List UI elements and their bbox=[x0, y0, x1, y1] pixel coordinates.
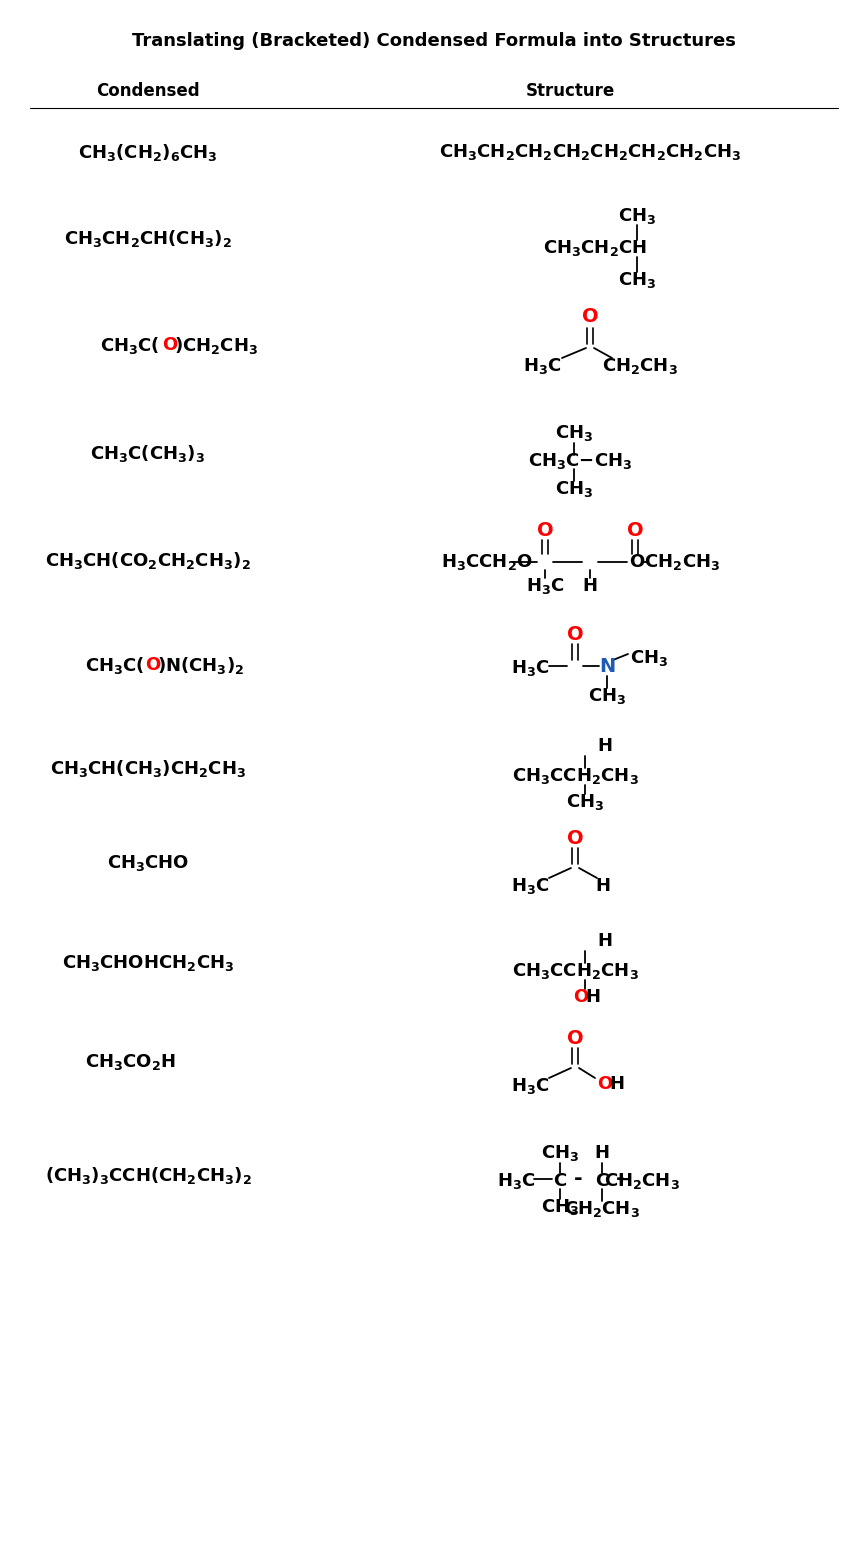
Text: $\mathbf{CH_3}$: $\mathbf{CH_3}$ bbox=[630, 648, 668, 668]
Text: O: O bbox=[574, 988, 589, 1007]
Text: $\mathbf{CH_3}$: $\mathbf{CH_3}$ bbox=[541, 1143, 579, 1163]
Text: $\mathbf{(CH_3)_3CCH(CH_2CH_3)_2}$: $\mathbf{(CH_3)_3CCH(CH_2CH_3)_2}$ bbox=[44, 1165, 252, 1185]
Text: $\mathbf{H_3C}$: $\mathbf{H_3C}$ bbox=[523, 356, 562, 376]
Text: Condensed: Condensed bbox=[96, 82, 200, 100]
Text: -: - bbox=[615, 1170, 624, 1189]
Text: $\mathbf{CH_3}$: $\mathbf{CH_3}$ bbox=[566, 792, 604, 812]
Text: $\mathbf{CH_3}$: $\mathbf{CH_3}$ bbox=[541, 1196, 579, 1217]
Text: $\mathbf{CH_3C(}$: $\mathbf{CH_3C(}$ bbox=[85, 654, 145, 676]
Text: $\mathbf{CH_3CH_2CH}$: $\mathbf{CH_3CH_2CH}$ bbox=[543, 238, 647, 259]
Text: H: H bbox=[595, 1145, 609, 1162]
Text: $\mathbf{H_3C}$: $\mathbf{H_3C}$ bbox=[510, 659, 549, 677]
Text: $\mathbf{H_3C}$: $\mathbf{H_3C}$ bbox=[510, 877, 549, 895]
Text: H: H bbox=[595, 877, 610, 895]
Text: H: H bbox=[597, 931, 613, 950]
Text: $\mathbf{OCH_2CH_3}$: $\mathbf{OCH_2CH_3}$ bbox=[629, 552, 720, 572]
Text: C: C bbox=[554, 1171, 567, 1190]
Text: $\mathbf{CH_3}$: $\mathbf{CH_3}$ bbox=[618, 205, 656, 226]
Text: H: H bbox=[582, 577, 597, 594]
Text: H: H bbox=[597, 737, 613, 756]
Text: $\mathbf{CH_3}$: $\mathbf{CH_3}$ bbox=[618, 270, 656, 290]
Text: H: H bbox=[609, 1076, 624, 1093]
Text: O: O bbox=[597, 1076, 612, 1093]
Text: O: O bbox=[567, 828, 583, 847]
Text: $\mathbf{CH_3CHOHCH_2CH_3}$: $\mathbf{CH_3CHOHCH_2CH_3}$ bbox=[62, 953, 234, 974]
Text: $\mathbf{)CH_2CH_3}$: $\mathbf{)CH_2CH_3}$ bbox=[174, 334, 258, 356]
Text: $\mathbf{CH_3CH(CO_2CH_2CH_3)_2}$: $\mathbf{CH_3CH(CO_2CH_2CH_3)_2}$ bbox=[45, 549, 251, 571]
Text: $\mathbf{H_3C}$: $\mathbf{H_3C}$ bbox=[496, 1171, 536, 1192]
Text: $\mathbf{CH_2CH_3}$: $\mathbf{CH_2CH_3}$ bbox=[564, 1200, 640, 1218]
Text: $\mathbf{CH_3}$: $\mathbf{CH_3}$ bbox=[588, 687, 626, 706]
Text: $\mathbf{H_3CCH_2O}$: $\mathbf{H_3CCH_2O}$ bbox=[441, 552, 533, 572]
Text: O: O bbox=[536, 521, 553, 539]
Text: $\mathbf{CH_3CCH_2CH_3}$: $\mathbf{CH_3CCH_2CH_3}$ bbox=[511, 767, 639, 786]
Text: $\mathbf{CH_3CH(CH_3)CH_2CH_3}$: $\mathbf{CH_3CH(CH_3)CH_2CH_3}$ bbox=[50, 757, 246, 778]
Text: C: C bbox=[595, 1171, 608, 1190]
Text: N: N bbox=[599, 657, 615, 676]
Text: $\mathbf{CH_3(CH_2)_6CH_3}$: $\mathbf{CH_3(CH_2)_6CH_3}$ bbox=[78, 141, 218, 163]
Text: $\mathbf{CH_3}$: $\mathbf{CH_3}$ bbox=[555, 478, 593, 499]
Text: $\mathbf{H_3C}$: $\mathbf{H_3C}$ bbox=[526, 575, 564, 596]
Text: $\mathbf{)N(CH_3)_2}$: $\mathbf{)N(CH_3)_2}$ bbox=[157, 654, 245, 676]
Text: H: H bbox=[586, 988, 601, 1007]
Text: $\mathbf{CH_3C}$$\mathbf{-CH_3}$: $\mathbf{CH_3C}$$\mathbf{-CH_3}$ bbox=[528, 452, 632, 470]
Text: $\mathbf{CH_3CCH_2CH_3}$: $\mathbf{CH_3CCH_2CH_3}$ bbox=[511, 961, 639, 982]
Text: O: O bbox=[145, 655, 161, 674]
Text: $\mathbf{CH_2CH_3}$: $\mathbf{CH_2CH_3}$ bbox=[602, 356, 678, 376]
Text: $\mathbf{CH_3C(}$: $\mathbf{CH_3C(}$ bbox=[100, 334, 160, 356]
Text: $\mathbf{CH_2CH_3}$: $\mathbf{CH_2CH_3}$ bbox=[604, 1171, 680, 1192]
Text: O: O bbox=[162, 336, 177, 354]
Text: O: O bbox=[627, 521, 643, 539]
Text: O: O bbox=[567, 1029, 583, 1047]
Text: $\mathbf{CH_3CO_2H}$: $\mathbf{CH_3CO_2H}$ bbox=[85, 1052, 176, 1073]
Text: $\mathbf{CH_3CH_2CH(CH_3)_2}$: $\mathbf{CH_3CH_2CH(CH_3)_2}$ bbox=[64, 227, 232, 248]
Text: O: O bbox=[582, 306, 598, 326]
Text: $\mathbf{H_3C}$: $\mathbf{H_3C}$ bbox=[510, 1076, 549, 1096]
Text: $\mathbf{CH_3C(CH_3)_3}$: $\mathbf{CH_3C(CH_3)_3}$ bbox=[90, 442, 206, 464]
Text: $\mathbf{CH_3CHO}$: $\mathbf{CH_3CHO}$ bbox=[107, 853, 189, 873]
Text: $\mathbf{CH_3CH_2CH_2CH_2CH_2CH_2CH_2CH_3}$: $\mathbf{CH_3CH_2CH_2CH_2CH_2CH_2CH_2CH_… bbox=[439, 143, 741, 162]
Text: -: - bbox=[574, 1170, 582, 1189]
Text: Structure: Structure bbox=[525, 82, 615, 100]
Text: $\mathbf{CH_3}$: $\mathbf{CH_3}$ bbox=[555, 423, 593, 444]
Text: O: O bbox=[567, 624, 583, 643]
Text: Translating (Bracketed) Condensed Formula into Structures: Translating (Bracketed) Condensed Formul… bbox=[132, 31, 736, 50]
